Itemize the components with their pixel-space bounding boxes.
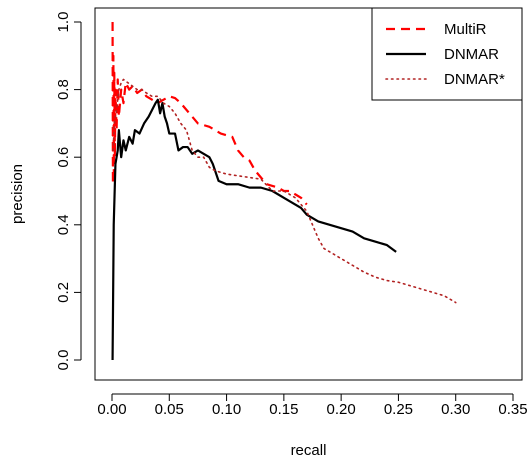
y-tick-label: 0.6 xyxy=(55,147,72,168)
legend-label: DNMAR xyxy=(444,46,499,63)
x-tick-label: 0.00 xyxy=(97,401,126,418)
y-tick-label: 0.4 xyxy=(55,214,72,235)
series-dnmar- xyxy=(112,78,457,304)
y-tick-label: 0.8 xyxy=(55,79,72,100)
series-dnmar xyxy=(111,98,397,361)
x-tick-label: 0.10 xyxy=(212,401,241,418)
series-layer xyxy=(111,21,457,361)
x-tick-label: 0.15 xyxy=(269,401,298,418)
y-axis-label: precision xyxy=(9,164,26,224)
y-tick-label: 0.2 xyxy=(55,282,72,303)
x-axis: 0.00 0.05 0.10 0.15 0.20 0.25 0.30 0.35 xyxy=(97,393,528,418)
legend-label: MultiR xyxy=(444,21,487,38)
x-tick-label: 0.30 xyxy=(441,401,470,418)
x-tick-label: 0.25 xyxy=(384,401,413,418)
y-axis: 0.0 0.2 0.4 0.6 0.8 1.0 xyxy=(55,12,82,371)
x-axis-label: recall xyxy=(291,442,327,459)
series-line xyxy=(111,98,397,361)
legend-label: DNMAR* xyxy=(444,71,505,88)
x-tick-label: 0.05 xyxy=(155,401,184,418)
x-tick-label: 0.35 xyxy=(498,401,527,418)
x-tick-label: 0.20 xyxy=(327,401,356,418)
series-line xyxy=(112,78,457,304)
legend: MultiR DNMAR DNMAR* xyxy=(371,7,523,101)
plot-frame xyxy=(94,7,523,381)
y-tick-label: 1.0 xyxy=(55,12,72,33)
y-tick-label: 0.0 xyxy=(55,350,72,371)
